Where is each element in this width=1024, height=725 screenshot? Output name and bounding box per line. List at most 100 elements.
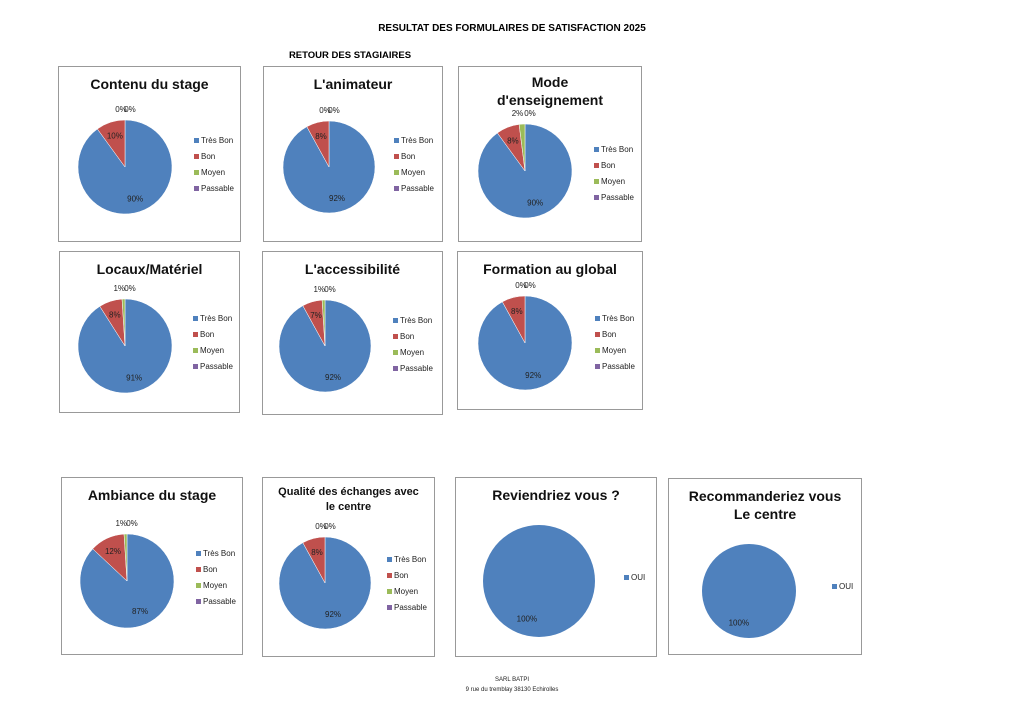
legend-swatch	[194, 170, 199, 175]
pie-data-label: 0%	[315, 522, 327, 531]
chart-title-line: Formation au global	[483, 261, 617, 277]
legend-label: Passable	[201, 184, 234, 193]
legend-label: Bon	[601, 161, 615, 170]
legend-swatch	[193, 332, 198, 337]
pie-slice-moyen	[518, 123, 526, 172]
legend-swatch	[624, 575, 629, 580]
legend-swatch	[193, 364, 198, 369]
legend-swatch	[194, 138, 199, 143]
legend-label: Passable	[601, 193, 634, 202]
pie-data-label: 0%	[524, 109, 536, 118]
pie-chart: 91% Très Bon 8% Bon 1% Moyen 0% Passable	[77, 284, 233, 394]
legend-label: Moyen	[200, 346, 224, 355]
pie-slice-bon	[97, 119, 126, 168]
chart-title: Qualité des échanges avec le centre	[263, 485, 434, 515]
legend-swatch	[594, 163, 599, 168]
legend-label: Moyen	[201, 168, 225, 177]
legend-swatch	[387, 573, 392, 578]
legend-label: Bon	[400, 332, 414, 341]
legend-label: Passable	[203, 597, 236, 606]
legend-swatch	[394, 186, 399, 191]
pie-data-label: 0%	[515, 281, 527, 290]
legend-label: Moyen	[401, 168, 425, 177]
chart-qualite-des-echanges-avec-le-centre: Qualité des échanges avec le centre 92% Trè…	[262, 477, 435, 657]
legend-label: Très Bon	[601, 145, 633, 154]
pie-data-label: 0%	[524, 281, 536, 290]
legend-swatch	[393, 366, 398, 371]
chart-title-line: le centre	[325, 501, 372, 513]
pie-slice-moyen	[321, 299, 326, 347]
legend-swatch	[595, 332, 600, 337]
legend-swatch	[393, 334, 398, 339]
pie-data-label: 0%	[126, 519, 138, 528]
pie-chart: 90% Très Bon 8% Bon 2% Moyen 0% Passable	[477, 109, 634, 219]
legend-label: Bon	[201, 152, 215, 161]
pie-data-label: 87%	[132, 607, 148, 616]
legend-swatch	[594, 147, 599, 152]
legend-swatch	[595, 348, 600, 353]
legend-swatch	[595, 316, 600, 321]
legend-label: Très Bon	[401, 136, 433, 145]
legend-label: Bon	[394, 571, 408, 580]
pie-data-label: 0%	[328, 106, 340, 115]
pie-data-label: 91%	[126, 374, 142, 383]
chart-contenu-du-stage: Contenu du stage 90% Très Bon 10% Bon 0% Moyen…	[58, 66, 241, 242]
legend-label: Très Bon	[394, 555, 426, 564]
pie-slice-bon	[306, 120, 330, 168]
legend-swatch	[387, 557, 392, 562]
legend-swatch	[196, 551, 201, 556]
legend-label: OUI	[839, 582, 853, 591]
pie-slice-moyen	[123, 533, 128, 582]
legend-swatch	[194, 186, 199, 191]
legend-swatch	[196, 583, 201, 588]
legend-label: Très Bon	[203, 549, 235, 558]
pie-data-label: 8%	[315, 132, 327, 141]
legend-label: Moyen	[394, 587, 418, 596]
legend-swatch	[193, 348, 198, 353]
chart-formation-au-global: Formation au global 92% Très Bon 8% Bon 0% Moy…	[457, 251, 643, 410]
legend-label: Moyen	[203, 581, 227, 590]
legend-label: Très Bon	[602, 314, 634, 323]
legend-label: Passable	[401, 184, 434, 193]
chart-title-line: Reviendriez vous ?	[492, 487, 620, 503]
legend-swatch	[387, 589, 392, 594]
pie-chart: 90% Très Bon 10% Bon 0% Moyen 0% Passable	[77, 105, 234, 215]
legend-label: Bon	[401, 152, 415, 161]
chart-reviendriez-vous: Reviendriez vous ? 100% OUI	[455, 477, 657, 657]
legend-label: Très Bon	[200, 314, 232, 323]
chart-title-line: d'enseignement	[496, 92, 604, 108]
report-subtitle: RETOUR DES STAGIAIRES	[288, 50, 412, 61]
chart-l-accessibilite: L'accessibilité 92% Très Bon 7% Bon 1% Moyen 0%…	[262, 251, 443, 415]
pie-data-label: 1%	[115, 519, 127, 528]
report-title-text: RESULTAT DES FORMULAIRES DE SATISFACTION…	[378, 23, 646, 34]
chart-title: Locaux/Matériel	[60, 260, 239, 278]
legend-label: Très Bon	[400, 316, 432, 325]
legend-label: Bon	[203, 565, 217, 574]
pie-data-label: 92%	[325, 373, 341, 382]
legend-label: Passable	[400, 364, 433, 373]
chart-title-line: Recommanderiez vous	[688, 488, 842, 504]
footer-address: 9 rue du tremblay 38130 Echirolles	[465, 687, 559, 693]
pie-data-label: 0%	[319, 106, 331, 115]
chart-title: L'accessibilité	[263, 260, 442, 278]
chart-title-line: Ambiance du stage	[87, 487, 217, 503]
chart-mode-d-enseignement: Mode d'enseignement 90% Très Bon 8% Bon 2% Moye…	[458, 66, 642, 242]
legend-swatch	[196, 567, 201, 572]
legend-swatch	[394, 154, 399, 159]
legend-swatch	[393, 318, 398, 323]
legend-swatch	[594, 179, 599, 184]
legend-label: Bon	[602, 330, 616, 339]
pie-data-label: 0%	[324, 522, 336, 531]
pie-data-label: 100%	[517, 614, 537, 623]
legend-swatch	[594, 195, 599, 200]
chart-title: Recommanderiez vous Le centre	[669, 487, 861, 523]
chart-title: L'animateur	[264, 75, 442, 93]
pie-data-label: 92%	[525, 371, 541, 380]
pie-chart: 92% Très Bon 8% Bon 0% Moyen 0% Passable	[278, 522, 427, 630]
pie-data-label: 0%	[115, 105, 127, 114]
chart-title-line: L'accessibilité	[304, 261, 401, 277]
pie-chart: 92% Très Bon 8% Bon 0% Moyen 0% Passable	[477, 281, 635, 391]
chart-title: Formation au global	[458, 260, 642, 278]
pie-data-label: 100%	[729, 618, 749, 627]
